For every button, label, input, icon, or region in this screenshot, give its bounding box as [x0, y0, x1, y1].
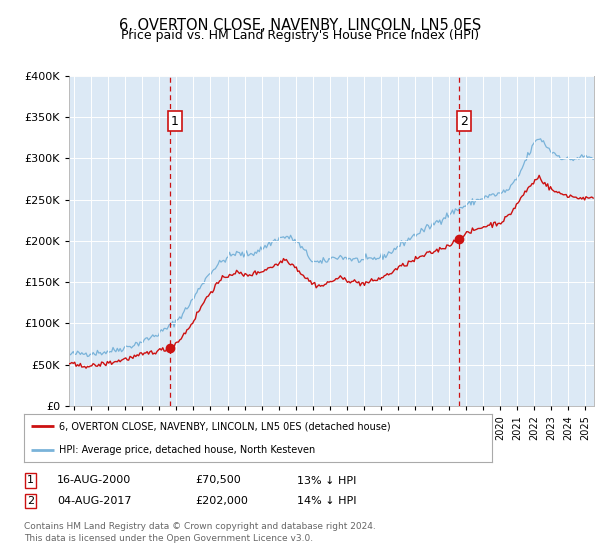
Text: 1: 1 [171, 115, 179, 128]
Text: 14% ↓ HPI: 14% ↓ HPI [297, 496, 356, 506]
Text: 2: 2 [27, 496, 34, 506]
Text: 6, OVERTON CLOSE, NAVENBY, LINCOLN, LN5 0ES (detached house): 6, OVERTON CLOSE, NAVENBY, LINCOLN, LN5 … [59, 421, 391, 431]
Text: HPI: Average price, detached house, North Kesteven: HPI: Average price, detached house, Nort… [59, 445, 316, 455]
Text: 16-AUG-2000: 16-AUG-2000 [57, 475, 131, 486]
Text: 2: 2 [460, 115, 468, 128]
Text: Contains HM Land Registry data © Crown copyright and database right 2024.: Contains HM Land Registry data © Crown c… [24, 522, 376, 531]
Text: 6, OVERTON CLOSE, NAVENBY, LINCOLN, LN5 0ES: 6, OVERTON CLOSE, NAVENBY, LINCOLN, LN5 … [119, 18, 481, 33]
Text: 1: 1 [27, 475, 34, 486]
Text: This data is licensed under the Open Government Licence v3.0.: This data is licensed under the Open Gov… [24, 534, 313, 543]
Text: Price paid vs. HM Land Registry's House Price Index (HPI): Price paid vs. HM Land Registry's House … [121, 29, 479, 42]
Text: 13% ↓ HPI: 13% ↓ HPI [297, 475, 356, 486]
Text: £70,500: £70,500 [195, 475, 241, 486]
Text: 04-AUG-2017: 04-AUG-2017 [57, 496, 131, 506]
Text: £202,000: £202,000 [195, 496, 248, 506]
